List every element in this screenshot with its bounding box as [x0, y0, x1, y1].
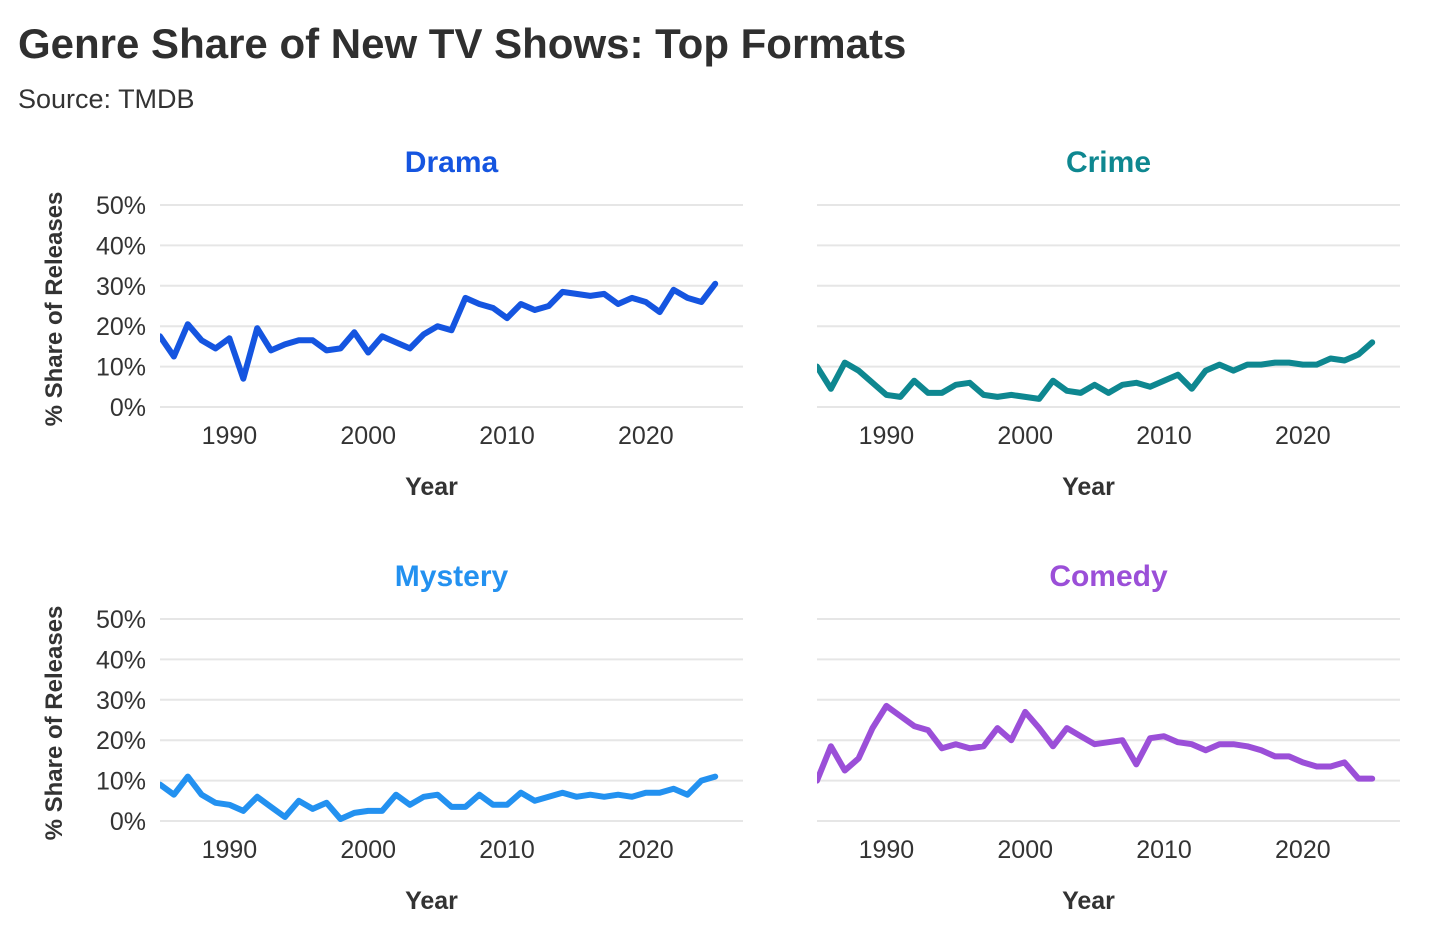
mystery-y-tick-label: 0%	[110, 808, 146, 836]
drama-panel: 0% 10% 20% 30% 40% 50% 1990 2000 2010 2020 Drama Ye…	[41, 146, 743, 501]
drama-x-axis-label: Year	[405, 473, 458, 501]
crime-x-axis-label: Year	[1062, 473, 1115, 501]
crime-panel: 1990 2000 2010 2020 Crime Year	[817, 146, 1400, 501]
drama-series-line	[160, 280, 719, 382]
drama-y-tick-label: 20%	[96, 313, 146, 341]
mystery-series-line	[160, 773, 719, 822]
mystery-x-axis-label: Year	[405, 887, 458, 915]
drama-y-tick-label: 40%	[96, 232, 146, 260]
mystery-y-tick-label: 30%	[96, 687, 146, 715]
page-subtitle: Source: TMDB	[18, 84, 195, 114]
comedy-x-tick-label: 1990	[859, 836, 915, 864]
drama-x-tick-label: 1990	[202, 422, 258, 450]
crime-x-tick-label: 2000	[997, 422, 1053, 450]
crime-x-tick-label: 2020	[1275, 422, 1331, 450]
drama-panel-title: Drama	[405, 146, 499, 179]
drama-y-tick-label: 10%	[96, 354, 146, 382]
mystery-x-tick-label: 2020	[618, 836, 674, 864]
crime-x-tick-label: 1990	[859, 422, 915, 450]
crime-panel-title: Crime	[1066, 146, 1151, 179]
drama-x-tick-label: 2010	[479, 422, 535, 450]
comedy-x-tick-label: 2020	[1275, 836, 1331, 864]
mystery-y-tick-label: 40%	[96, 646, 146, 674]
mystery-x-tick-label: 2000	[340, 836, 396, 864]
drama-x-tick-label: 2020	[618, 422, 674, 450]
mystery-panel: 0% 10% 20% 30% 40% 50% 1990 2000 2010 2020 Mystery…	[41, 560, 743, 915]
comedy-series-line	[817, 702, 1376, 784]
mystery-x-tick-label: 1990	[202, 836, 258, 864]
drama-y-axis-label: % Share of Releases	[41, 192, 68, 427]
mystery-y-tick-label: 10%	[96, 768, 146, 796]
comedy-x-axis-label: Year	[1062, 887, 1115, 915]
page-title: Genre Share of New TV Shows: Top Formats	[18, 20, 907, 67]
crime-x-tick-label: 2010	[1136, 422, 1192, 450]
drama-y-tick-label: 30%	[96, 273, 146, 301]
comedy-x-tick-label: 2000	[997, 836, 1053, 864]
drama-y-tick-label: 50%	[96, 192, 146, 220]
drama-x-tick-label: 2000	[340, 422, 396, 450]
comedy-x-tick-label: 2010	[1136, 836, 1192, 864]
mystery-y-tick-label: 20%	[96, 727, 146, 755]
mystery-panel-title: Mystery	[395, 560, 509, 593]
crime-series-line	[817, 339, 1376, 402]
comedy-panel: 1990 2000 2010 2020 Comedy Year	[817, 560, 1400, 915]
mystery-y-tick-label: 50%	[96, 606, 146, 634]
mystery-y-axis-label: % Share of Releases	[41, 606, 68, 841]
comedy-panel-title: Comedy	[1049, 560, 1168, 593]
mystery-x-tick-label: 2010	[479, 836, 535, 864]
drama-y-tick-label: 0%	[110, 394, 146, 422]
